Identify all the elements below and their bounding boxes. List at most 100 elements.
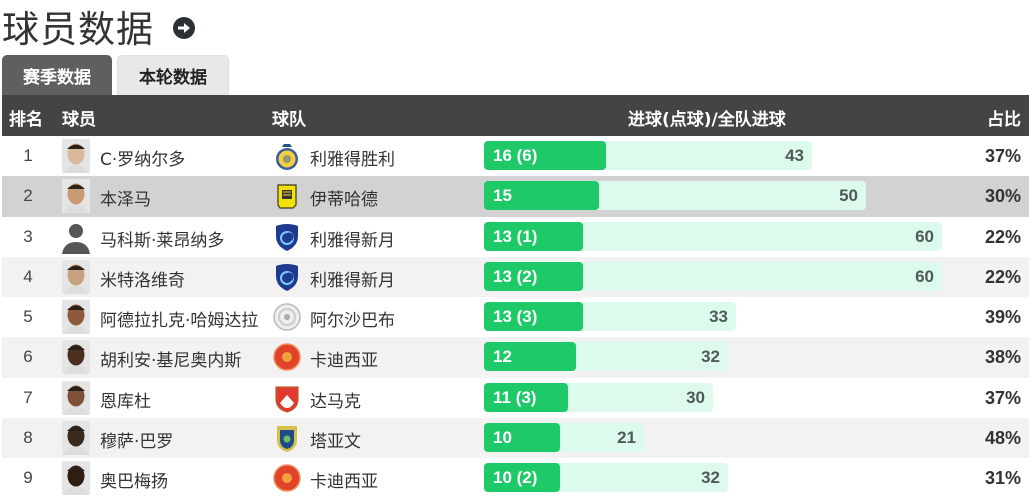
- player-name[interactable]: 奥巴梅扬: [100, 472, 168, 493]
- player-goals-bar: 15: [484, 181, 599, 211]
- player-photo: [62, 461, 90, 496]
- tab-round-stats[interactable]: 本轮数据: [117, 55, 229, 95]
- al-qadsiah-crest-icon: [272, 463, 302, 493]
- player-name[interactable]: 马科斯·莱昂纳多: [100, 230, 225, 251]
- player-photo: [62, 380, 90, 415]
- team-name[interactable]: 利雅得新月: [310, 270, 395, 291]
- player-goals-bar: 10 (2): [484, 463, 560, 493]
- share-percent: 39%: [984, 307, 1021, 328]
- damac-crest-icon: [272, 383, 302, 413]
- share-percent: 31%: [984, 468, 1021, 489]
- share-percent: 22%: [984, 266, 1021, 287]
- player-goals-bar: 10: [484, 423, 560, 453]
- rank-cell: 1: [23, 146, 33, 165]
- share-percent: 30%: [984, 186, 1021, 207]
- player-goals-value: 15: [493, 186, 512, 206]
- player-name[interactable]: 穆萨·巴罗: [100, 432, 174, 453]
- default-avatar-icon: [62, 219, 90, 254]
- column-header-player[interactable]: 球员: [62, 110, 96, 130]
- rank-cell: 9: [23, 468, 33, 488]
- share-percent: 48%: [984, 428, 1021, 449]
- player-goals-bar: 13 (2): [484, 261, 583, 291]
- page-title: 球员数据: [2, 8, 154, 51]
- column-header-goals[interactable]: 进球(点球)/全队进球: [628, 110, 786, 130]
- rank-cell: 4: [23, 266, 33, 286]
- player-stats-table: 排名 球员 球队 进球(点球)/全队进球 占比 1 C·罗纳尔多 利雅得胜利 4…: [2, 95, 1029, 499]
- rank-cell: 3: [23, 226, 33, 246]
- tab-bar: 赛季数据 本轮数据: [2, 55, 234, 95]
- player-goals-value: 13 (1): [493, 226, 538, 246]
- player-goals-value: 13 (3): [493, 307, 538, 327]
- team-goals-value: 50: [839, 186, 858, 206]
- table-row[interactable]: 2 本泽马 伊蒂哈德 50 15 30%: [2, 176, 1029, 217]
- player-name[interactable]: 米特洛维奇: [100, 270, 185, 291]
- table-row[interactable]: 8 穆萨·巴罗 塔亚文 21 10 48%: [2, 418, 1029, 459]
- player-name[interactable]: C·罗纳尔多: [100, 150, 186, 170]
- table-row[interactable]: 6 胡利安·基尼奥内斯 卡迪西亚 32 12 38%: [2, 337, 1029, 378]
- table-row[interactable]: 9 奥巴梅扬 卡迪西亚 32 10 (2) 31%: [2, 458, 1029, 499]
- title-row: 球员数据: [2, 2, 195, 51]
- player-goals-bar: 11 (3): [484, 382, 568, 412]
- al-hilal-crest-icon: [272, 222, 302, 252]
- team-goals-value: 33: [709, 307, 728, 327]
- table-row[interactable]: 7 恩库杜 达马克 30 11 (3) 37%: [2, 377, 1029, 419]
- team-goals-value: 32: [701, 347, 720, 367]
- rank-cell: 7: [23, 387, 33, 407]
- team-name[interactable]: 利雅得新月: [310, 230, 395, 251]
- table-row[interactable]: 4 米特洛维奇 利雅得新月 60 13 (2) 22%: [2, 256, 1029, 298]
- table-row[interactable]: 5 阿德拉扎克·哈姆达拉 阿尔沙巴布 33 13 (3) 39%: [2, 297, 1029, 338]
- table-row[interactable]: 1 C·罗纳尔多 利雅得胜利 43 16 (6) 37%: [2, 136, 1029, 177]
- player-goals-value: 11 (3): [493, 387, 537, 407]
- al-qadsiah-crest-icon: [272, 342, 302, 372]
- table-row[interactable]: 3 马科斯·莱昂纳多 利雅得新月 60 13 (1) 22%: [2, 216, 1029, 257]
- player-goals-value: 16 (6): [493, 146, 538, 165]
- player-goals-bar: 12: [484, 342, 576, 372]
- share-percent: 38%: [984, 347, 1021, 368]
- player-goals-value: 10: [493, 428, 512, 448]
- player-name[interactable]: 胡利安·基尼奥内斯: [100, 351, 242, 372]
- player-name[interactable]: 阿德拉扎克·哈姆达拉: [100, 311, 259, 332]
- player-goals-bar: 13 (3): [484, 302, 583, 332]
- player-photo: [62, 259, 90, 294]
- team-goals-value: 32: [701, 468, 720, 488]
- player-photo: [62, 340, 90, 375]
- team-goals-value: 30: [686, 387, 705, 407]
- al-hilal-crest-icon: [272, 262, 302, 292]
- player-goals-bar: 16 (6): [484, 141, 606, 170]
- al-shabab-crest-icon: [272, 302, 302, 332]
- player-name[interactable]: 恩库杜: [100, 391, 151, 412]
- player-goals-value: 10 (2): [493, 468, 538, 488]
- player-photo: [62, 421, 90, 456]
- player-goals-value: 13 (2): [493, 266, 538, 286]
- circle-arrow-right-icon[interactable]: [173, 17, 195, 39]
- share-percent: 22%: [984, 226, 1021, 247]
- share-percent: 37%: [984, 387, 1021, 408]
- team-name[interactable]: 卡迪西亚: [310, 472, 378, 493]
- player-goals-value: 12: [493, 347, 512, 367]
- team-name[interactable]: 达马克: [310, 391, 361, 412]
- team-goals-value: 60: [915, 266, 934, 286]
- column-header-rank[interactable]: 排名: [9, 110, 43, 130]
- rank-cell: 2: [23, 186, 33, 206]
- al-nassr-crest-icon: [272, 141, 302, 171]
- team-name[interactable]: 阿尔沙巴布: [310, 311, 395, 332]
- column-header-team[interactable]: 球队: [272, 110, 306, 130]
- tab-season-stats[interactable]: 赛季数据: [2, 55, 112, 95]
- team-name[interactable]: 伊蒂哈德: [310, 190, 378, 211]
- player-photo: [62, 179, 90, 214]
- rank-cell: 5: [23, 307, 33, 327]
- team-name[interactable]: 塔亚文: [310, 432, 361, 453]
- al-taawoun-crest-icon: [272, 423, 302, 453]
- team-name[interactable]: 利雅得胜利: [310, 150, 395, 170]
- team-name[interactable]: 卡迪西亚: [310, 351, 378, 372]
- share-percent: 37%: [984, 146, 1021, 166]
- rank-cell: 6: [23, 347, 33, 367]
- team-goals-value: 60: [915, 226, 934, 246]
- player-photo: [62, 300, 90, 335]
- table-body: 1 C·罗纳尔多 利雅得胜利 43 16 (6) 37% 2 本泽马 伊蒂哈德 …: [2, 136, 1029, 499]
- table-header: 排名 球员 球队 进球(点球)/全队进球 占比: [2, 95, 1029, 136]
- player-name[interactable]: 本泽马: [100, 190, 151, 211]
- rank-cell: 8: [23, 428, 33, 448]
- column-header-share[interactable]: 占比: [987, 110, 1021, 130]
- team-goals-value: 21: [617, 428, 636, 448]
